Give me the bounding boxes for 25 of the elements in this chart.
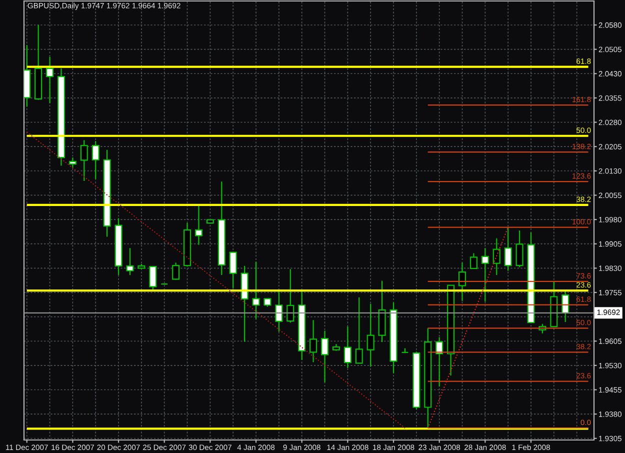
- candlestick: [286, 268, 294, 324]
- candlestick: [344, 326, 352, 369]
- candlestick: [481, 248, 489, 302]
- candlestick: [172, 262, 180, 280]
- line-series: [26, 131, 406, 429]
- candlestick: [436, 336, 444, 388]
- candlestick: [194, 205, 202, 246]
- line-series: [427, 226, 509, 429]
- candlestick: [229, 251, 237, 289]
- candlestick: [504, 226, 512, 272]
- candlestick: [80, 140, 88, 182]
- candlestick: [46, 56, 54, 104]
- candlestick: [492, 238, 500, 276]
- candlestick: [126, 248, 134, 276]
- candlestick: [516, 230, 524, 268]
- candlestick: [92, 140, 100, 180]
- candlestick: [470, 252, 478, 270]
- candlestick: [366, 303, 374, 368]
- candlestick: [275, 290, 283, 332]
- candlestick: [458, 262, 466, 302]
- candlestick: [355, 296, 363, 364]
- candlestick: [310, 319, 318, 363]
- candlestick: [320, 330, 329, 383]
- candlestick: [68, 157, 76, 168]
- candlestick: [252, 261, 260, 320]
